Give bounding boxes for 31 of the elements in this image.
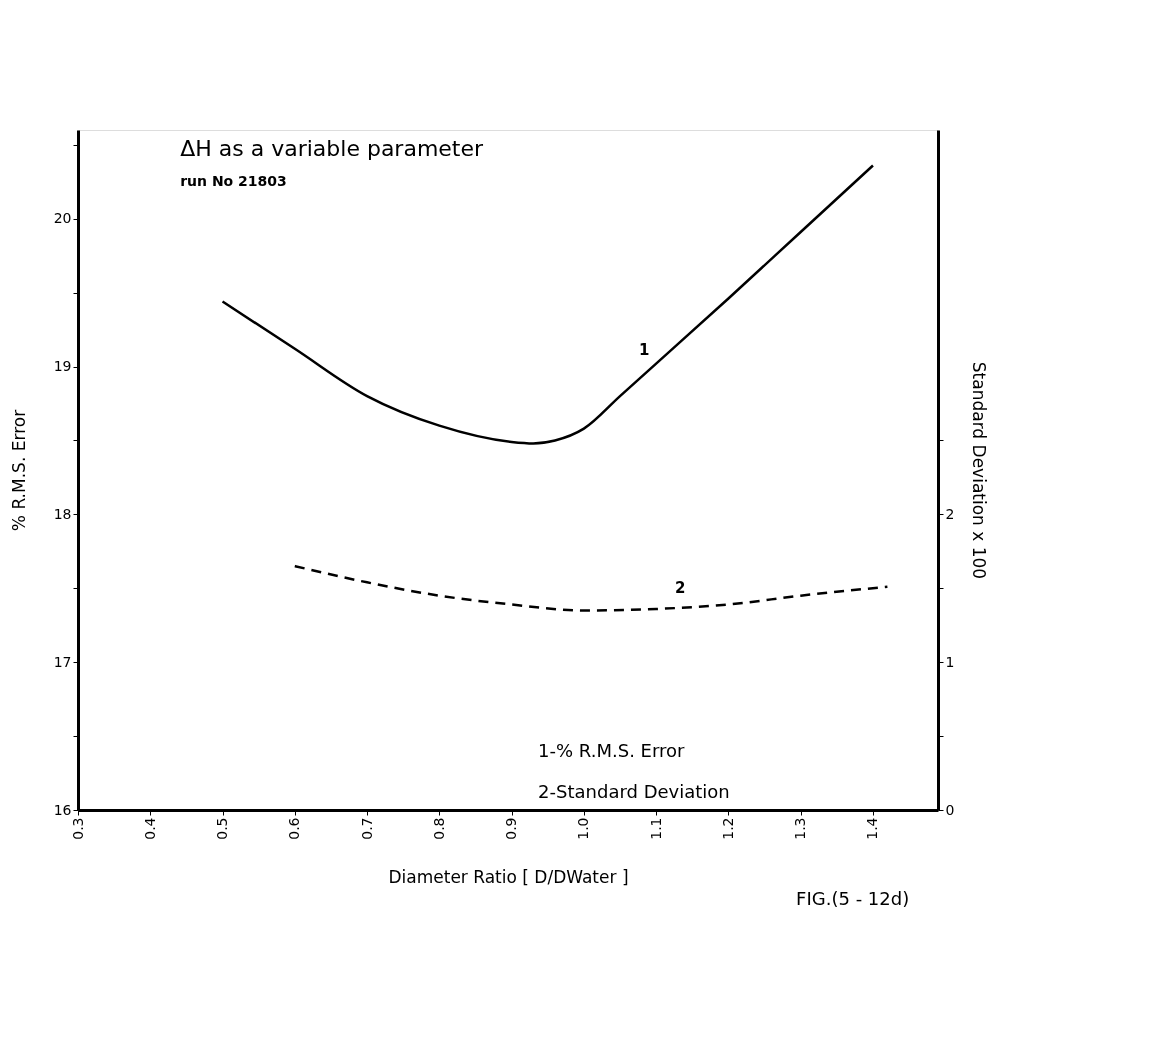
y-axis-title: % R.M.S. Error (8, 409, 29, 532)
y2-axis-title: Standard Deviation x 100 (969, 361, 990, 580)
y-tick-label: 17 (53, 653, 72, 670)
x-tick-label: 1.3 (792, 817, 809, 840)
y2-tick-label: 1 (945, 653, 955, 670)
x-axis-title: Diameter Ratio [ D/DWater ] (388, 866, 629, 887)
x-tick-label: 1.0 (575, 817, 592, 840)
x-tick-label: 0.9 (503, 817, 520, 840)
x-tick-label: 0.8 (430, 817, 447, 840)
x-tick-label: 0.7 (358, 817, 375, 840)
line-series (293, 564, 889, 612)
x-tick-label: 0.4 (141, 817, 158, 840)
x-tick-label: 1.2 (719, 817, 736, 840)
annotation: 2 (675, 578, 686, 597)
annotation: 1-% R.M.S. Error (538, 740, 686, 762)
x-tick-label: 1.4 (864, 817, 881, 840)
y-tick-label: 18 (53, 505, 72, 522)
x-tick-label: 0.3 (69, 817, 86, 840)
annotation: 1 (638, 340, 650, 359)
x-tick-label: 1.1 (647, 817, 664, 840)
text: run No 21803 (180, 173, 287, 189)
y-tick-label: 20 (53, 210, 72, 227)
x-tick-label: 0.5 (214, 817, 231, 840)
annotation: 2-Standard Deviation (538, 781, 730, 802)
y-tick-label: 19 (53, 358, 72, 375)
y2-tick-label: 0 (945, 801, 955, 818)
x-tick-label: 0.6 (286, 817, 303, 840)
text: FIG.(5 - 12d) (796, 888, 910, 909)
y-tick-label: 16 (53, 801, 72, 818)
y2-tick-label: 2 (945, 505, 955, 522)
chart-title: ΔH as a variable parameter (180, 136, 485, 161)
